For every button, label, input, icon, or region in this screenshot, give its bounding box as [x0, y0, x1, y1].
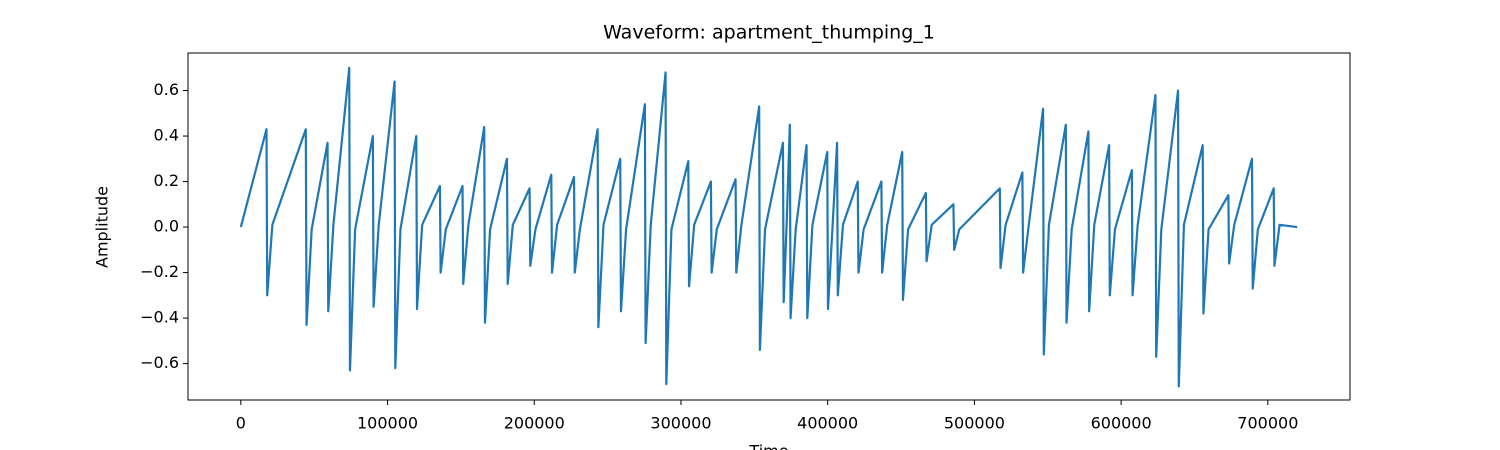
y-tick-label: 0.0: [154, 217, 179, 236]
x-tick-label: 600000: [1091, 414, 1152, 433]
y-tick-label: 0.4: [154, 126, 179, 145]
x-tick-label: 0: [236, 414, 246, 433]
plot-frame: [187, 52, 1351, 401]
x-tick-label: 400000: [797, 414, 858, 433]
y-axis-label: Amplitude: [93, 186, 112, 268]
x-tick-label: 500000: [944, 414, 1005, 433]
x-tick-label: 300000: [650, 414, 711, 433]
x-tick-label: 700000: [1237, 414, 1298, 433]
x-tick-label: 100000: [357, 414, 418, 433]
x-axis-label: Time: [748, 442, 788, 450]
waveform-line: [239, 66, 1298, 388]
y-tick-label: 0.6: [154, 80, 179, 99]
x-tick-label: 200000: [504, 414, 565, 433]
y-tick-label: −0.4: [140, 308, 179, 327]
y-tick-label: 0.2: [154, 171, 179, 190]
y-tick-label: −0.2: [140, 262, 179, 281]
y-tick-label: −0.6: [140, 353, 179, 372]
chart-title: Waveform: apartment_thumping_1: [603, 22, 935, 44]
